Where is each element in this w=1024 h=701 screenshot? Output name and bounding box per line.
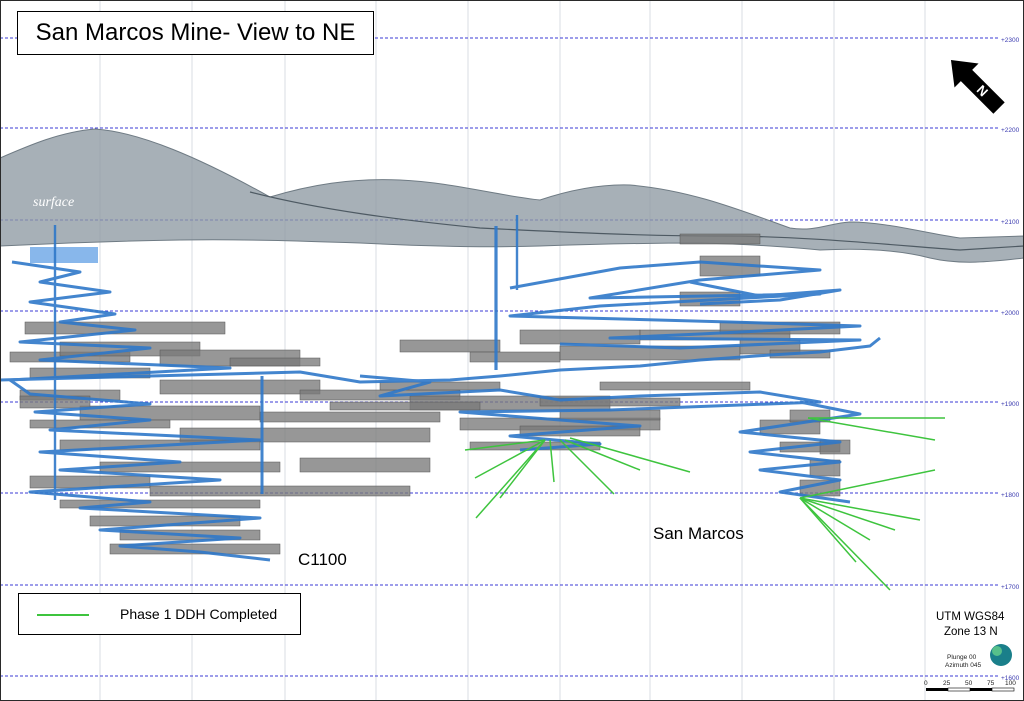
scale-tick-label: 75 — [987, 680, 995, 687]
surface-patch — [30, 247, 98, 263]
drill-hole — [499, 439, 546, 499]
elevation-label-1900: +1900 — [1001, 401, 1020, 408]
stope-block — [259, 411, 441, 423]
north-arrow: N — [950, 59, 1005, 114]
north-arrow-icon — [950, 59, 1005, 114]
drill-hole — [799, 497, 921, 521]
elevation-label-2300: +2300 — [1001, 37, 1020, 44]
company-logo — [990, 644, 1012, 666]
drift-c1100 — [8, 260, 271, 562]
drift-san-marcos-mid — [359, 374, 822, 452]
azimuth-label: Azimuth 045 — [945, 662, 982, 669]
projection-line1: UTM WGS84 — [936, 611, 1005, 623]
elevation-label-1700: +1700 — [1001, 584, 1020, 591]
stope-block — [379, 381, 501, 391]
logo-highlight-icon — [992, 646, 1002, 656]
drill-hole — [475, 439, 546, 519]
legend: Phase 1 DDH Completed — [18, 593, 301, 635]
elevation-label-1600: +1600 — [1001, 675, 1020, 682]
projection-line2: Zone 13 N — [944, 626, 998, 638]
stope-block — [59, 499, 261, 509]
plunge-label: Plunge 00 — [947, 654, 977, 661]
drift-main-level — [0, 336, 881, 384]
stope-block — [679, 233, 761, 245]
legend-label: Phase 1 DDH Completed — [120, 606, 278, 622]
drill-hole — [799, 497, 857, 563]
drill-holes — [464, 417, 945, 591]
drill-hole — [799, 497, 891, 591]
scale-tick-label: 100 — [1005, 680, 1016, 687]
drift-san-marcos-lower — [738, 400, 862, 504]
title-box: San Marcos Mine- View to NE — [17, 11, 374, 55]
scale-tick-label: 0 — [924, 680, 928, 687]
drill-hole — [474, 439, 546, 479]
surface-ridge-line — [249, 191, 1024, 251]
elevation-label-2200: +2200 — [1001, 127, 1020, 134]
drift-network — [0, 215, 881, 562]
surface-label: surface — [33, 195, 75, 210]
legend-swatch — [37, 614, 89, 616]
elevation-label-2100: +2100 — [1001, 219, 1020, 226]
stope-block — [329, 401, 481, 411]
drill-hole — [549, 439, 555, 483]
san-marcos-label: San Marcos — [653, 524, 744, 543]
drill-hole — [559, 439, 615, 495]
drill-hole — [564, 439, 641, 471]
scale-tick-label: 25 — [943, 680, 951, 687]
drill-hole — [799, 497, 896, 531]
logo-globe-icon — [990, 644, 1012, 666]
stope-block — [469, 351, 561, 363]
stope-block — [159, 379, 321, 395]
elevation-label-2000: +2000 — [1001, 310, 1020, 317]
stope-block — [599, 381, 751, 391]
scale-bar-segment — [926, 688, 948, 691]
elevation-label-1800: +1800 — [1001, 492, 1020, 499]
drill-hole — [464, 439, 546, 451]
page-title: San Marcos Mine- View to NE — [35, 19, 356, 46]
stope-block — [229, 357, 321, 367]
scale-bar-segment — [947, 687, 971, 692]
scale-bar — [926, 687, 1015, 692]
drill-hole — [569, 437, 691, 473]
drill-hole — [799, 497, 871, 541]
scale-bar-segment — [991, 687, 1015, 692]
c1100-label: C1100 — [298, 550, 347, 569]
stope-block — [149, 485, 411, 497]
scale-tick-label: 50 — [965, 680, 973, 687]
scale-bar-segment — [970, 688, 992, 691]
stope-block — [399, 339, 501, 353]
drift-san-marcos-upper — [508, 260, 862, 350]
stope-block — [299, 457, 431, 473]
stope-block — [109, 543, 281, 555]
topographic-surface — [0, 128, 1024, 263]
drill-hole — [807, 417, 936, 441]
drill-hole — [799, 469, 936, 499]
drift-east-upper — [689, 280, 842, 306]
